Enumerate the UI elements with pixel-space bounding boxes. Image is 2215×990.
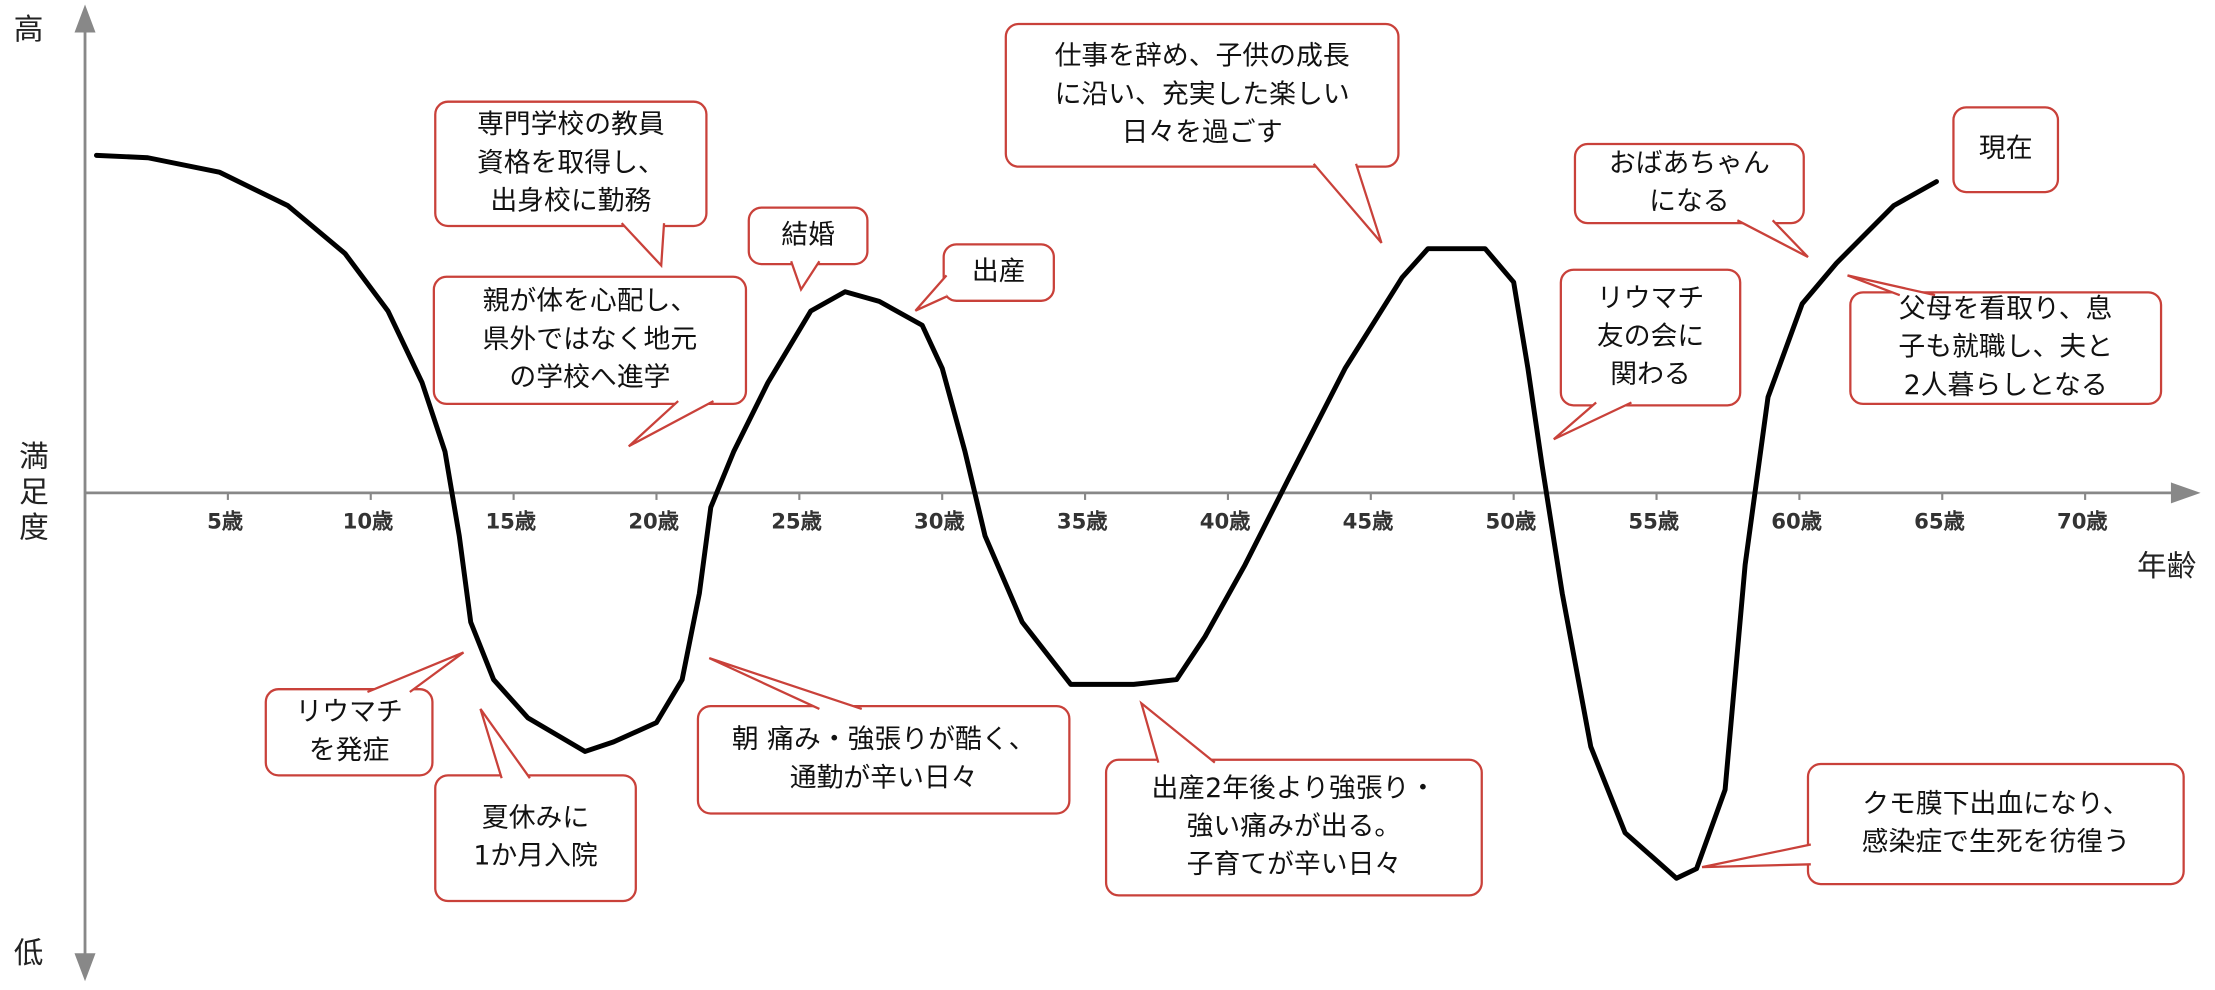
callout-box bbox=[1952, 106, 2060, 194]
callout: 夏休みに 1か月入院 bbox=[434, 708, 637, 903]
callout-text: 感染症で生死を彷徨う bbox=[1862, 827, 2130, 858]
callout-text: リウマチ bbox=[1597, 283, 1704, 314]
x-tick-label: 55歳 bbox=[1628, 509, 1679, 534]
callout-text: リウマチ bbox=[295, 697, 402, 728]
callout-pointer bbox=[1701, 843, 1812, 869]
x-tick-label: 40歳 bbox=[1200, 509, 1251, 534]
callout-text: 現在 bbox=[1979, 133, 2033, 164]
axes bbox=[74, 4, 2201, 982]
callout-pointer bbox=[708, 657, 863, 711]
y-axis-label: 満足度 bbox=[14, 441, 49, 547]
x-tick-label: 50歳 bbox=[1486, 509, 1537, 534]
callout-text: クモ膜下出血になり、 bbox=[1862, 788, 2129, 819]
callout-text: 強い痛みが出る。 bbox=[1187, 811, 1402, 842]
callout: 結婚 bbox=[747, 206, 869, 293]
callout-pointer bbox=[627, 400, 715, 448]
x-axis-label: 年齢 bbox=[2137, 548, 2196, 583]
callout-text: 資格を取得し、 bbox=[477, 147, 665, 178]
callout-box bbox=[264, 688, 434, 777]
callout-text: 父母を看取り、息 bbox=[1899, 293, 2113, 324]
callout-text: 1か月入院 bbox=[473, 841, 597, 872]
callout: クモ膜下出血になり、感染症で生死を彷徨う bbox=[1701, 762, 2185, 886]
callout-box bbox=[432, 275, 748, 406]
x-tick-label: 45歳 bbox=[1343, 509, 1394, 534]
callout-box bbox=[1849, 291, 2163, 406]
y-tick-label: 高 bbox=[14, 12, 44, 47]
callout-pointer bbox=[1847, 274, 1936, 297]
callout-text: 関わる bbox=[1610, 359, 1690, 390]
callout-pointer bbox=[479, 708, 531, 779]
callout-text: 結婚 bbox=[781, 219, 835, 250]
callout-text: の学校へ進学 bbox=[509, 362, 670, 393]
callout-text: 通勤が辛い日々 bbox=[790, 762, 978, 793]
x-tick-label: 65歳 bbox=[1914, 509, 1965, 534]
callout-pointer bbox=[367, 651, 465, 694]
callout-text: 子も就職し、夫と bbox=[1898, 332, 2113, 363]
callout-text: になる bbox=[1649, 186, 1729, 217]
callout-text: 日々を過ごす bbox=[1121, 117, 1282, 148]
callout: 出産2年後より強張り・強い痛みが出る。子育てが辛い日々 bbox=[1104, 700, 1483, 897]
y-arrow-bottom bbox=[74, 953, 96, 982]
callout-text: 出身校に勤務 bbox=[490, 185, 651, 216]
callout-text: 親が体を心配し、 bbox=[483, 286, 698, 317]
callout-box bbox=[1104, 758, 1483, 897]
callout-box bbox=[696, 705, 1071, 815]
callout-text: 専門学校の教員 bbox=[477, 109, 665, 140]
callout-box bbox=[1806, 762, 2185, 886]
callout-text: 子育てが辛い日々 bbox=[1187, 849, 1402, 880]
callout-pointer bbox=[1736, 219, 1809, 259]
callout-text: 仕事を辞め、子供の成長 bbox=[1055, 41, 1350, 72]
callout: 朝 痛み・強張りが酷く、通勤が辛い日々 bbox=[696, 657, 1071, 815]
callout-text: 夏休みに bbox=[482, 803, 589, 834]
callout-box bbox=[1573, 142, 1805, 225]
x-tick-label: 35歳 bbox=[1057, 509, 1108, 534]
callout-text: 2人暮らしとなる bbox=[1904, 370, 2108, 401]
y-arrow-top bbox=[74, 4, 96, 33]
x-tick-label: 60歳 bbox=[1771, 509, 1822, 534]
y-tick-label: 低 bbox=[14, 935, 44, 970]
callout-pointer bbox=[1139, 700, 1216, 764]
callout-box bbox=[942, 243, 1055, 302]
callout-box bbox=[1559, 268, 1742, 407]
x-tick-label: 70歳 bbox=[2057, 509, 2108, 534]
x-tick-label: 15歳 bbox=[485, 509, 536, 534]
x-tick-label: 10歳 bbox=[343, 509, 394, 534]
callout-pointer bbox=[1312, 163, 1383, 244]
callout-pointer-fill bbox=[791, 261, 820, 290]
callout-text: に沿い、充実した楽しい bbox=[1055, 79, 1350, 110]
callout-pointer bbox=[914, 274, 948, 312]
callout-text: 県外ではなく地元 bbox=[483, 324, 698, 355]
callout-pointer bbox=[1553, 401, 1632, 441]
x-tick-label: 30歳 bbox=[914, 509, 965, 534]
callout-text: 出産 bbox=[972, 256, 1026, 287]
satisfaction-line bbox=[93, 152, 1939, 881]
callout-pointer bbox=[790, 260, 821, 293]
callout-pointer bbox=[620, 222, 666, 269]
callout-text: 朝 痛み・強張りが酷く、 bbox=[732, 724, 1036, 755]
x-arrow bbox=[2170, 482, 2201, 504]
callout: 現在 bbox=[1952, 106, 2060, 194]
callout-text: 出産2年後より強張り・ bbox=[1152, 773, 1437, 804]
callout-text: を発症 bbox=[309, 735, 389, 766]
callout-box bbox=[434, 774, 637, 903]
callout-box bbox=[434, 100, 708, 228]
callout-box bbox=[1004, 22, 1400, 168]
callout-text: 友の会に bbox=[1597, 321, 1704, 352]
x-tick-label: 20歳 bbox=[628, 509, 679, 534]
callout: 出産 bbox=[914, 243, 1055, 312]
x-tick-label: 5歳 bbox=[207, 509, 243, 534]
callout-text: おばあちゃん bbox=[1609, 148, 1770, 179]
x-tick-label: 25歳 bbox=[771, 509, 822, 534]
